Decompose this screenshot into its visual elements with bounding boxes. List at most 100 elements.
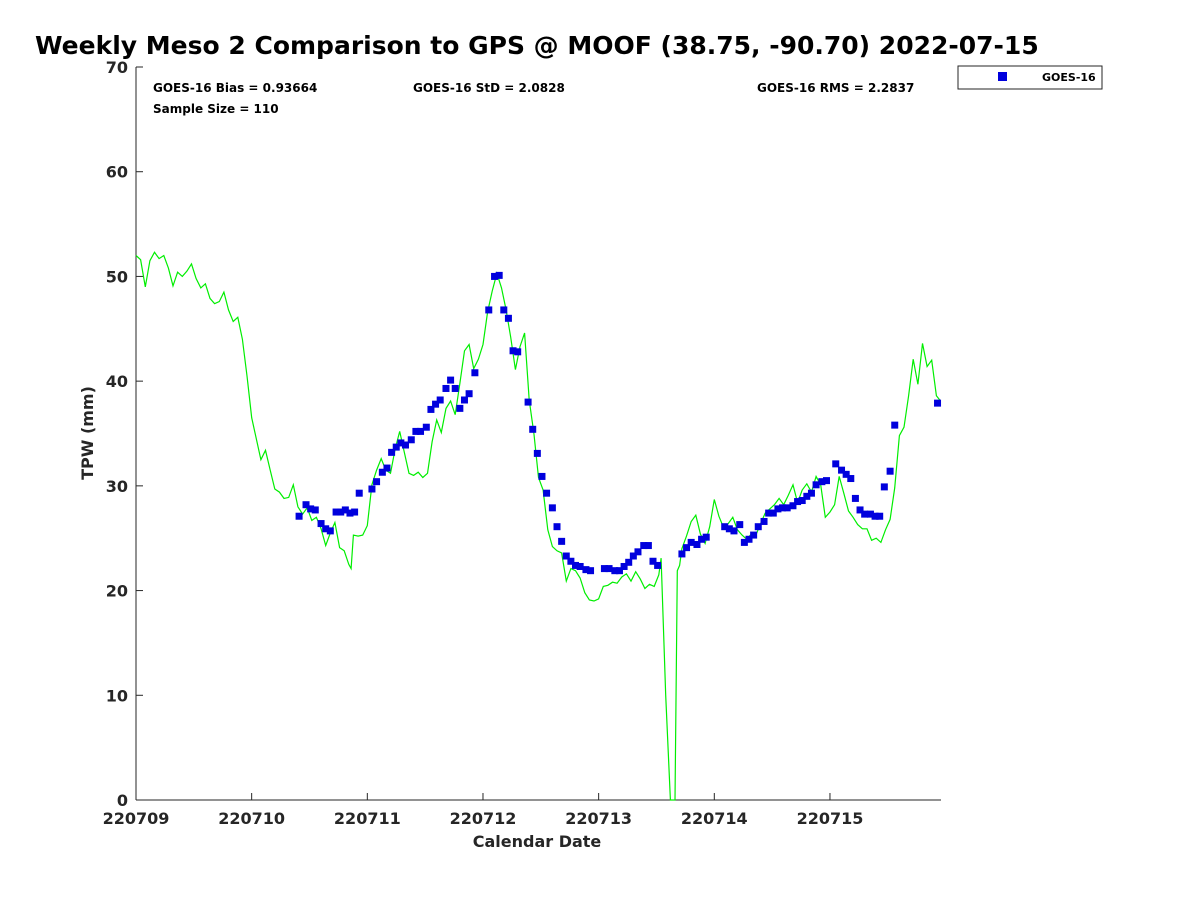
goes-data-point [754,523,762,531]
goes-data-point [702,533,710,541]
goes-data-point [407,436,415,444]
goes-data-point [553,523,561,531]
goes-data-point [861,510,869,518]
goes-data-point [495,271,503,279]
goes-data-point [460,396,468,404]
legend-box [957,65,1103,90]
goes-data-point [851,494,859,502]
goes-data-point [605,565,613,573]
goes-data-point [392,443,400,451]
goes-data-point [311,506,319,514]
goes-data-point [765,509,773,517]
y-tick-label: 30 [106,477,128,496]
x-tick-label: 220715 [797,809,864,828]
goes-data-point [871,512,879,520]
bias-stat: GOES-16 Bias = 0.93664 [153,81,317,95]
goes-data-point [548,504,556,512]
y-axis-label: TPW (mm) [78,386,97,480]
goes-data-point [615,567,623,575]
goes-data-point [456,404,464,412]
x-tick-label: 220712 [450,809,517,828]
goes-data-point [640,542,648,550]
goes-data-point [307,505,315,513]
goes-data-point [326,527,334,535]
goes-data-point [812,481,820,489]
goes-data-point [736,521,744,529]
goes-data-point [397,439,405,447]
goes-data-point [693,540,701,548]
y-tick-label: 20 [106,582,128,601]
goes-data-point [698,535,706,543]
goes-data-point [856,506,864,514]
goes-data-point [465,390,473,398]
y-tick-label: 60 [106,163,128,182]
goes-data-point [562,552,570,560]
sample-size-stat: Sample Size = 110 [153,102,279,116]
goes-data-point [794,498,802,506]
goes-data-point [388,448,396,456]
goes-data-point [847,475,855,483]
goes-data-point [500,306,508,314]
goes-data-point [533,449,541,457]
goes-data-point [798,497,806,505]
gps-series-line [135,251,941,801]
goes-data-point [886,467,894,475]
goes-data-point [866,510,874,518]
goes-data-point [427,405,435,413]
goes-data-point [803,492,811,500]
goes-data-point [587,567,595,575]
goes-data-point [543,489,551,497]
plot-area [135,67,941,801]
goes-data-point [721,523,729,531]
goes-data-point [558,537,566,545]
goes-data-point [600,565,608,573]
goes-data-point [529,425,537,433]
goes-data-point [629,552,637,560]
goes-data-point [337,508,345,516]
goes-data-point [538,472,546,480]
y-tick-label: 70 [106,58,128,77]
goes-data-point [649,557,657,565]
x-tick-label: 220709 [103,809,170,828]
goes-data-point [341,506,349,514]
goes-data-point [683,544,691,552]
goes-data-point [620,562,628,570]
goes-data-point [730,527,738,535]
goes-data-point [634,548,642,556]
goes-data-point [567,557,575,565]
legend: GOES-16 [957,65,1103,90]
y-tick-label: 40 [106,372,128,391]
goes-data-point [725,525,733,533]
y-axis-ticks: 0 10 20 30 40 50 60 70 [106,58,143,810]
goes-data-point [876,512,884,520]
goes-data-point [832,460,840,468]
goes-data-point [687,538,695,546]
goes-data-point [524,398,532,406]
goes-data-point [880,483,888,491]
gps-series [135,251,941,801]
goes-data-point [774,505,782,513]
goes-data-point [807,489,815,497]
goes-series [295,271,942,575]
goes-data-point [818,478,826,486]
goes-data-point [401,441,409,449]
y-tick-label: 10 [106,686,128,705]
goes-data-point [346,509,354,517]
goes-data-point [514,348,522,356]
goes-data-point [678,550,686,558]
goes-data-point [750,531,758,539]
goes-data-point [383,464,391,472]
goes-data-point [471,369,479,377]
goes-data-point [302,501,310,509]
x-tick-label: 220711 [334,809,401,828]
goes-data-point [644,542,652,550]
goes-data-point [745,535,753,543]
goes-data-point [504,314,512,322]
std-stat: GOES-16 StD = 2.0828 [413,81,565,95]
goes-data-point [295,512,303,520]
goes-data-point [432,400,440,408]
goes-data-point [442,384,450,392]
goes-data-point [611,567,619,575]
x-tick-label: 220713 [565,809,632,828]
